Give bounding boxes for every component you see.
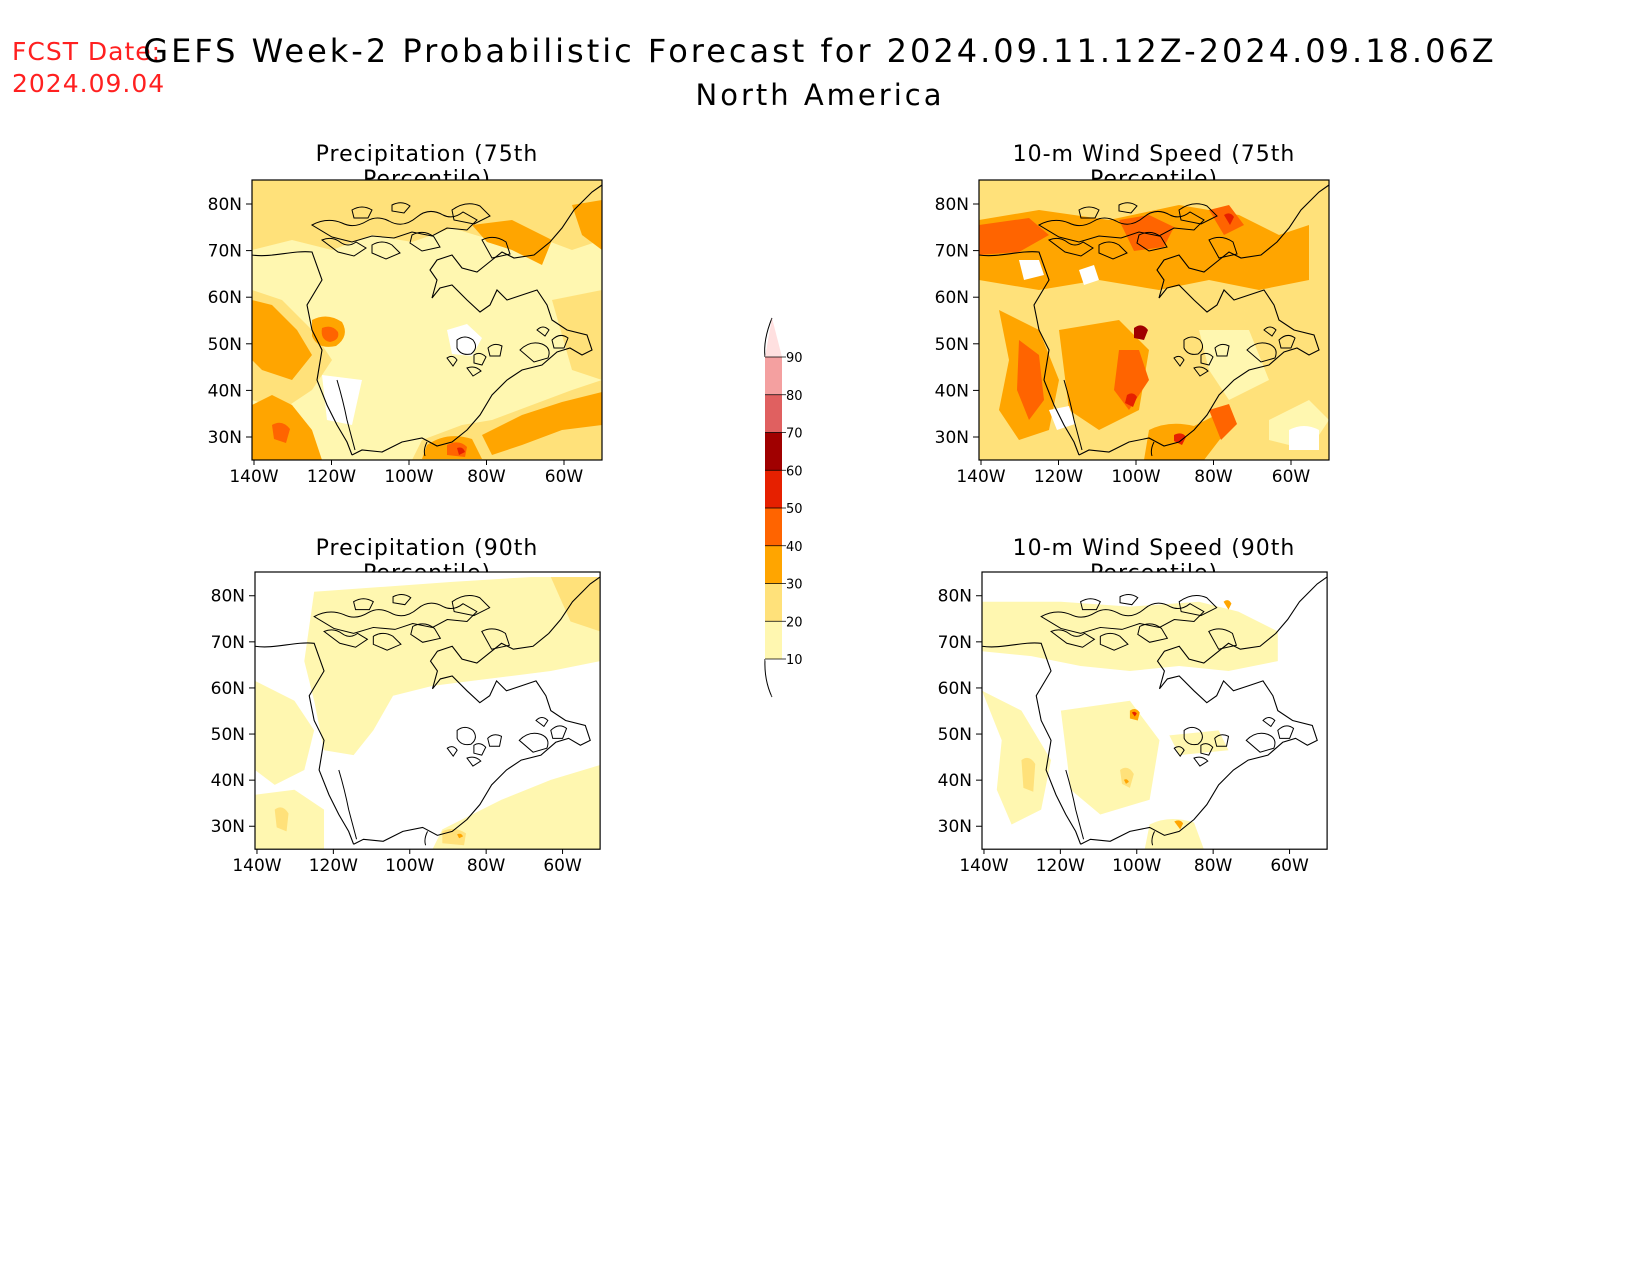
lat-label-wind75-30N: 30N [935,428,969,448]
colorbar-segment-10 [765,621,782,659]
lat-label-precip90-40N: 40N [211,771,245,791]
lon-label-precip75-140W: 140W [229,467,278,487]
colorbar-label-70: 70 [786,427,803,442]
colorbar-segment-20 [765,583,782,622]
lon-label-precip75-60W: 60W [545,467,584,487]
colorbar-label-10: 10 [786,653,803,668]
forecast-date-value: 2024.09.04 [12,69,166,98]
lat-label-precip90-50N: 50N [211,725,245,745]
lon-label-wind90-80W: 80W [1194,856,1233,876]
lon-label-precip75-80W: 80W [467,467,506,487]
lon-label-wind90-140W: 140W [959,856,1008,876]
forecast-date-label: FCST Date: [12,37,162,66]
lat-label-precip90-60N: 60N [211,679,245,699]
lat-label-wind75-80N: 80N [935,195,969,215]
lat-label-wind90-60N: 60N [938,679,972,699]
colorbar: 10 20 30 40 50 60 70 80 90 [764,317,803,698]
lon-label-wind75-140W: 140W [956,467,1005,487]
lat-label-wind90-70N: 70N [938,633,972,653]
lat-label-wind90-40N: 40N [938,771,972,791]
colorbar-segment-30 [765,545,782,584]
lat-label-precip75-80N: 80N [208,195,242,215]
lon-label-precip75-120W: 120W [307,467,356,487]
lat-label-precip75-60N: 60N [208,288,242,308]
lat-label-precip90-30N: 30N [211,817,245,837]
colorbar-label-20: 20 [786,615,803,630]
region-subtitle: North America [695,78,945,112]
lat-label-precip90-80N: 80N [211,587,245,607]
map-precip75 [251,179,603,461]
lat-label-wind75-60N: 60N [935,288,969,308]
map-wind90 [981,571,1328,850]
map-precip90 [254,571,601,850]
lat-label-wind90-80N: 80N [938,587,972,607]
lat-label-wind90-30N: 30N [938,817,972,837]
lat-label-precip75-40N: 40N [208,381,242,401]
colorbar-segment-60 [765,432,782,471]
colorbar-label-40: 40 [786,540,803,555]
colorbar-bottom-extension [765,659,782,697]
forecast-date: FCST Date: 2024.09.04 [12,36,165,100]
colorbar-segment-80 [765,357,782,395]
lon-label-wind75-120W: 120W [1034,467,1083,487]
lat-label-precip75-50N: 50N [208,335,242,355]
colorbar-label-80: 80 [786,389,803,404]
lon-label-precip75-100W: 100W [384,467,433,487]
lon-label-wind90-60W: 60W [1270,856,1309,876]
lon-label-wind90-100W: 100W [1112,856,1161,876]
lon-label-wind75-100W: 100W [1111,467,1160,487]
colorbar-label-50: 50 [786,502,803,517]
lon-label-precip90-60W: 60W [543,856,582,876]
lon-label-wind75-60W: 60W [1272,467,1311,487]
colorbar-segment-40 [765,508,782,546]
lon-label-precip90-100W: 100W [385,856,434,876]
lon-label-precip90-120W: 120W [309,856,358,876]
colorbar-label-30: 30 [786,578,803,593]
colorbar-segment-70 [765,394,782,433]
lat-label-precip75-30N: 30N [208,428,242,448]
main-title: GEFS Week-2 Probabilistic Forecast for 2… [143,32,1497,70]
colorbar-top-extension [765,318,782,357]
lat-label-wind75-70N: 70N [935,242,969,262]
lat-label-precip75-70N: 70N [208,242,242,262]
lat-label-wind75-40N: 40N [935,381,969,401]
lat-label-wind90-50N: 50N [938,725,972,745]
lon-label-precip90-80W: 80W [467,856,506,876]
lat-label-precip90-70N: 70N [211,633,245,653]
axes: 80N 70N 60N 50N 40N 30N 140W 120W 100W 80W 60W 80N 7… [208,195,1311,876]
lon-label-wind90-120W: 120W [1036,856,1085,876]
colorbar-segment-50 [765,470,782,508]
lat-label-wind75-50N: 50N [935,335,969,355]
lon-label-precip90-140W: 140W [232,856,281,876]
lon-label-wind75-80W: 80W [1194,467,1233,487]
map-wind75 [978,179,1330,461]
colorbar-label-60: 60 [786,464,803,479]
colorbar-label-90: 90 [786,351,803,366]
